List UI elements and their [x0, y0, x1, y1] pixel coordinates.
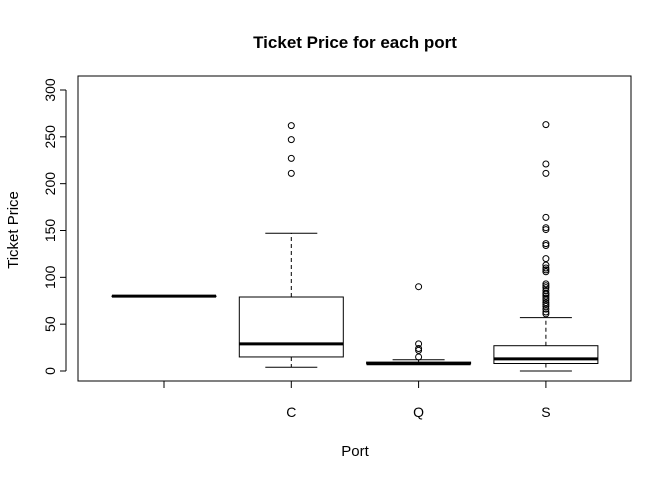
outlier-point [542, 261, 550, 269]
outlier-point [542, 224, 550, 232]
y-tick-label: 100 [42, 265, 58, 289]
outlier-point [542, 280, 550, 288]
outlier-point [542, 213, 550, 221]
outlier-point [542, 121, 550, 129]
x-tick-label: S [541, 404, 550, 420]
outlier-point [542, 255, 550, 263]
outlier-point [415, 283, 423, 291]
outlier-point [542, 268, 550, 276]
outlier-point [415, 353, 423, 361]
box-Q [366, 283, 472, 366]
outlier-point [542, 305, 550, 313]
outlier-point [542, 266, 550, 274]
box-S [493, 121, 599, 372]
x-tick-label: Q [413, 404, 424, 420]
outlier-point [287, 169, 295, 177]
outlier-point [542, 300, 550, 308]
y-tick-label: 200 [42, 172, 58, 196]
chart-title: Ticket Price for each port [253, 33, 457, 52]
y-tick-label: 50 [42, 316, 58, 332]
outlier-point [287, 122, 295, 130]
outlier-point [287, 154, 295, 162]
plot-frame [77, 75, 632, 382]
outlier-point [542, 169, 550, 177]
x-axis-label: Port [341, 443, 369, 460]
outlier-point [542, 286, 550, 294]
outlier-point [542, 264, 550, 272]
outlier-point [542, 240, 550, 248]
outlier-point [415, 345, 423, 353]
outlier-point [542, 282, 550, 290]
outlier-point [542, 241, 550, 249]
outlier-point [542, 299, 550, 307]
y-tick-label: 150 [42, 219, 58, 243]
outlier-point [542, 160, 550, 168]
y-axis-label: Ticket Price [5, 191, 22, 269]
outlier-point [287, 136, 295, 144]
y-tick-label: 0 [42, 367, 58, 375]
iqr-box [493, 345, 599, 365]
x-tick-label: C [286, 404, 296, 420]
outlier-point [415, 340, 423, 348]
outlier-point [542, 226, 550, 234]
box-blank [111, 294, 217, 298]
outlier-point [542, 310, 550, 318]
y-axis: 0 50 100 150 200 250 300 [42, 78, 67, 375]
y-tick-label: 250 [42, 125, 58, 149]
boxes [111, 121, 599, 372]
iqr-box [238, 296, 344, 358]
outlier-point [415, 346, 423, 354]
outlier-point [542, 294, 550, 302]
outlier-point [542, 284, 550, 292]
y-tick-label: 300 [42, 78, 58, 102]
box-C [238, 122, 344, 368]
outlier-point [542, 302, 550, 310]
